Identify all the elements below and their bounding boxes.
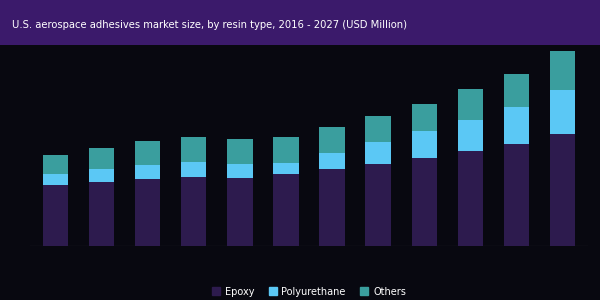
Legend: Epoxy, Polyurethane, Others: Epoxy, Polyurethane, Others <box>208 283 410 300</box>
Bar <box>89 148 114 169</box>
Bar <box>181 137 206 162</box>
Bar <box>458 152 483 246</box>
Bar <box>319 153 345 170</box>
Bar <box>458 119 483 152</box>
Bar <box>550 51 575 89</box>
Bar <box>412 158 437 246</box>
Bar <box>365 142 391 164</box>
Bar <box>227 164 253 178</box>
Bar <box>181 162 206 177</box>
Bar <box>43 155 68 174</box>
Bar <box>135 179 160 246</box>
Bar <box>273 163 299 175</box>
Text: U.S. aerospace adhesives market size, by resin type, 2016 - 2027 (USD Million): U.S. aerospace adhesives market size, by… <box>12 20 407 30</box>
Bar <box>458 89 483 119</box>
Bar <box>89 169 114 182</box>
Bar <box>135 141 160 165</box>
Bar <box>227 178 253 246</box>
Bar <box>504 74 529 107</box>
Bar <box>365 116 391 142</box>
Bar <box>43 174 68 185</box>
Bar <box>319 127 345 153</box>
Bar <box>550 134 575 246</box>
Bar <box>273 175 299 246</box>
Bar <box>227 139 253 164</box>
Bar <box>550 89 575 134</box>
Bar <box>43 185 68 246</box>
Bar <box>504 144 529 246</box>
Bar <box>319 169 345 246</box>
Bar <box>135 165 160 179</box>
Bar <box>412 131 437 158</box>
Bar <box>273 137 299 163</box>
Bar <box>412 104 437 131</box>
Bar <box>181 177 206 246</box>
Bar <box>504 107 529 144</box>
Bar <box>365 164 391 246</box>
Bar <box>89 182 114 246</box>
